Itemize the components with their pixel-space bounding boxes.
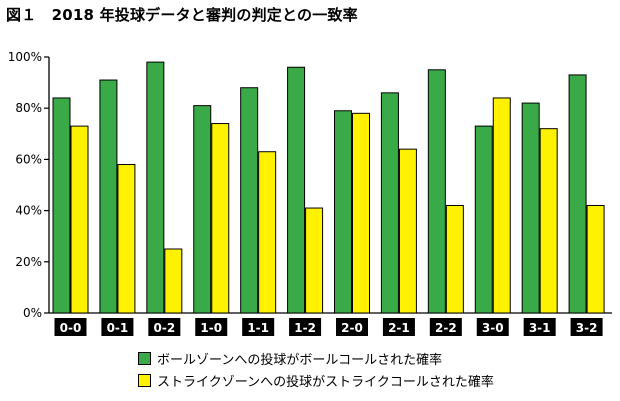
y-tick-label-4: 80% bbox=[15, 101, 42, 115]
x-label-box-1-2 bbox=[289, 318, 322, 336]
y-tick-label-2: 40% bbox=[15, 204, 42, 218]
bar-ball-0-0 bbox=[52, 97, 71, 314]
x-label-box-3-0 bbox=[476, 318, 509, 336]
bar-ball-1-0 bbox=[193, 105, 212, 314]
x-tick-label-3-0: 3-0 bbox=[482, 321, 504, 335]
x-tick-label-3-1: 3-1 bbox=[529, 321, 551, 335]
bars bbox=[52, 61, 605, 314]
bar-ball-0-2 bbox=[146, 61, 165, 314]
x-label-box-2-1 bbox=[382, 318, 415, 336]
y-tick-label-3: 60% bbox=[15, 152, 42, 166]
x-tick-label-1-2: 1-2 bbox=[294, 321, 316, 335]
bar-ball-0-1 bbox=[99, 79, 118, 314]
y-tick-label-5: 100% bbox=[8, 50, 42, 64]
legend-label-strike: ストライクゾーンへの投球がストライクコールされた確率 bbox=[157, 375, 494, 390]
bar-strike-1-2 bbox=[305, 207, 324, 314]
x-tick-label-1-0: 1-0 bbox=[200, 321, 222, 335]
x-tick-label-3-2: 3-2 bbox=[576, 321, 598, 335]
y-axis: 0% 20% 40% 60% 80% 100% bbox=[8, 50, 612, 320]
y-tick-label-0: 0% bbox=[23, 306, 42, 320]
x-label-box-2-0 bbox=[336, 318, 368, 336]
x-label-box-1-0 bbox=[195, 318, 228, 336]
legend-swatch-strike bbox=[138, 374, 151, 387]
x-tick-label-2-0: 2-0 bbox=[341, 321, 363, 335]
bar-strike-3-1 bbox=[539, 128, 558, 314]
bar-ball-3-1 bbox=[521, 102, 540, 314]
x-label-box-2-2 bbox=[429, 318, 462, 336]
x-label-box-3-2 bbox=[570, 318, 603, 336]
bar-strike-1-1 bbox=[258, 151, 277, 314]
bar-ball-2-0 bbox=[334, 110, 352, 314]
legend-label-ball: ボールゾーンへの投球がボールコールされた確率 bbox=[157, 353, 443, 368]
x-label-box-0-0 bbox=[54, 318, 87, 336]
x-label-box-0-2 bbox=[148, 318, 181, 336]
x-label-box-0-1 bbox=[101, 318, 134, 336]
bar-strike-2-1 bbox=[398, 148, 417, 314]
chart-title: 図１ 2018 年投球データと審判の判定との一致率 bbox=[6, 6, 358, 24]
bar-strike-3-2 bbox=[586, 204, 605, 314]
bar-strike-0-0 bbox=[70, 125, 89, 314]
bar-ball-1-2 bbox=[287, 66, 306, 314]
legend-item-strike: ストライクゾーンへの投球がストライクコールされた確率 bbox=[138, 371, 494, 390]
bar-strike-2-2 bbox=[445, 204, 464, 314]
x-tick-label-0-2: 0-2 bbox=[153, 321, 175, 335]
x-tick-label-2-2: 2-2 bbox=[435, 321, 457, 335]
bar-strike-0-2 bbox=[164, 248, 183, 314]
bar-ball-1-1 bbox=[240, 87, 259, 314]
x-label-box-3-1 bbox=[523, 318, 556, 336]
bar-ball-2-2 bbox=[427, 69, 446, 314]
y-tick-label-1: 20% bbox=[15, 255, 42, 269]
legend-item-ball: ボールゾーンへの投球がボールコールされた確率 bbox=[138, 349, 442, 368]
bar-ball-3-2 bbox=[568, 74, 587, 314]
legend-swatch-ball bbox=[138, 352, 151, 365]
x-tick-label-0-0: 0-0 bbox=[60, 321, 82, 335]
bar-strike-0-1 bbox=[117, 164, 136, 314]
x-axis-labels: 0-0 0-1 0-2 1-0 1-1 1-2 2-0 2-1 2-2 3-0 3-1 3-2 bbox=[54, 318, 603, 336]
x-label-box-1-1 bbox=[242, 318, 275, 336]
x-tick-label-2-1: 2-1 bbox=[388, 321, 410, 335]
bar-strike-3-0 bbox=[492, 97, 511, 314]
bar-strike-2-0 bbox=[352, 112, 370, 314]
bar-ball-2-1 bbox=[380, 92, 399, 314]
bar-strike-1-0 bbox=[211, 123, 230, 314]
x-tick-label-0-1: 0-1 bbox=[107, 321, 129, 335]
x-tick-label-1-1: 1-1 bbox=[247, 321, 269, 335]
bar-ball-3-0 bbox=[474, 125, 493, 314]
